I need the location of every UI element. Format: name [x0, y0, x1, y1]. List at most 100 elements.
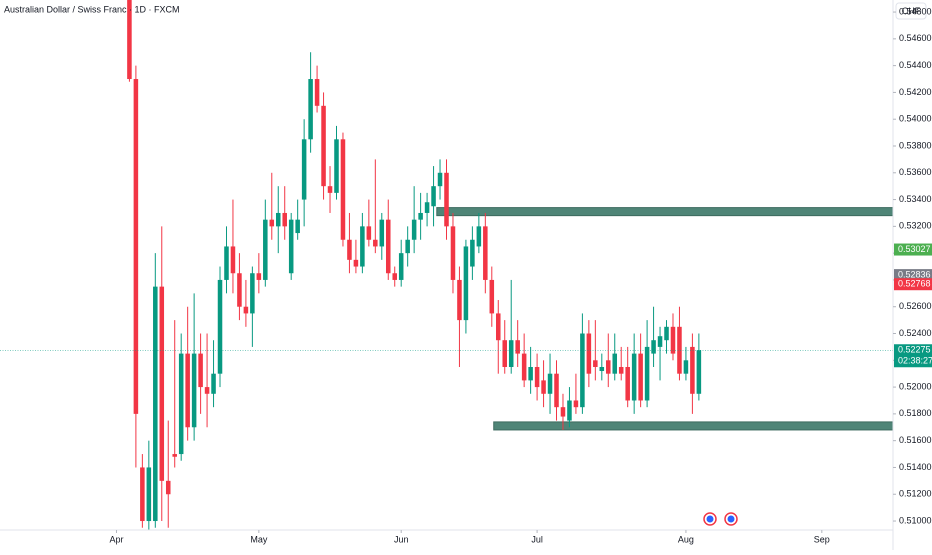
candle-body: [638, 353, 643, 401]
candle-body: [521, 353, 527, 381]
candle-body: [424, 202, 430, 213]
candle-body: [256, 273, 262, 280]
y-tick-label: 0.54600: [899, 33, 932, 43]
candle-body: [224, 246, 229, 280]
currency-box[interactable]: [895, 2, 927, 20]
candle-body: [127, 0, 132, 80]
candle-body: [321, 105, 326, 187]
candle-body: [327, 186, 333, 193]
price-label-box: [894, 278, 932, 291]
candle-body: [664, 326, 669, 341]
y-tick-label: 0.52600: [899, 301, 932, 311]
candle-body: [140, 467, 145, 522]
plot-area: [127, 0, 893, 530]
x-tick-label: Aug: [678, 534, 694, 544]
candle-body: [463, 246, 469, 321]
price-label: 0.52836: [898, 269, 931, 279]
countdown: 02:38:27: [898, 356, 932, 366]
candle-body: [308, 79, 313, 140]
price-label-box: [894, 243, 932, 256]
candle-body: [301, 139, 307, 200]
candle-body: [567, 400, 572, 421]
y-tick-label: 0.52400: [899, 328, 932, 338]
candle-body: [599, 366, 605, 372]
y-tick-label: 0.51800: [899, 408, 932, 418]
candle-body: [444, 172, 449, 227]
candle-body: [191, 353, 197, 428]
candle-body: [392, 273, 397, 280]
candle-body: [146, 467, 152, 522]
candle-body: [263, 219, 268, 280]
y-tick-label: 0.53400: [899, 194, 932, 204]
candle-body: [528, 366, 533, 381]
candle-body: [625, 366, 630, 401]
chart-title: Australian Dollar / Swiss Franc · 1D · F…: [4, 4, 180, 14]
x-tick-label: Jun: [394, 534, 409, 544]
candle-body: [541, 380, 546, 394]
y-tick-label: 0.54200: [899, 87, 932, 97]
candle-body: [314, 79, 320, 106]
x-tick-label: May: [250, 534, 268, 544]
candle-body: [185, 353, 190, 428]
candle-body: [489, 279, 495, 314]
y-tick-label: 0.51000: [899, 515, 932, 525]
candle-body: [172, 454, 177, 457]
candle-body: [515, 340, 520, 354]
event-icon-flag: [706, 515, 714, 523]
candle-body: [243, 306, 249, 314]
event-icon-flag: [727, 515, 735, 523]
candle-body: [593, 360, 598, 367]
candle-body: [431, 186, 436, 207]
candle-body: [153, 286, 158, 522]
x-tick-label: Apr: [109, 534, 123, 544]
candle-body: [657, 336, 663, 347]
candle-body: [476, 226, 482, 247]
candle-body: [385, 219, 391, 274]
y-tick-label: 0.53800: [899, 140, 932, 150]
y-tick-label: 0.51400: [899, 462, 932, 472]
candle-body: [534, 366, 540, 388]
candle-body: [450, 226, 456, 280]
candle-body: [373, 239, 378, 247]
candle-body: [690, 346, 695, 394]
zone: [436, 207, 893, 217]
price-label-box: [894, 269, 932, 282]
candle-body: [347, 239, 352, 260]
candle-body: [398, 253, 404, 280]
last-price-label: 0.52275: [898, 345, 931, 355]
candle-body: [606, 360, 611, 374]
candle-body: [269, 219, 275, 227]
candle-body: [360, 226, 365, 267]
candle-body: [282, 212, 287, 227]
candle-body: [405, 239, 410, 254]
candle-body: [547, 373, 553, 394]
candle-body: [483, 226, 488, 280]
candle-body: [580, 333, 585, 408]
y-tick-label: 0.54400: [899, 60, 932, 70]
candle-body: [651, 340, 656, 354]
candle-body: [230, 246, 236, 274]
candle-body: [683, 360, 689, 374]
candle-body: [379, 219, 385, 247]
price-label: 0.53027: [898, 244, 931, 254]
candle-body: [437, 172, 443, 187]
candle-body: [677, 326, 682, 374]
y-tick-label: 0.52000: [899, 381, 932, 391]
candle-body: [411, 219, 417, 240]
y-tick-label: 0.51200: [899, 489, 932, 499]
currency: CHF: [902, 6, 921, 16]
event-icons[interactable]: [703, 512, 738, 526]
candle-body: [288, 219, 294, 274]
candle-body: [670, 326, 676, 354]
candle-body: [502, 340, 508, 367]
candle-body: [560, 407, 566, 417]
candle-body: [211, 373, 216, 394]
candle-body: [159, 286, 165, 481]
candle-body: [696, 350, 702, 394]
x-tick-label: Jul: [531, 534, 543, 544]
candle-body: [470, 239, 475, 267]
y-tick-label: 0.54000: [899, 114, 932, 124]
candle-body: [217, 279, 223, 374]
candle-body: [178, 353, 184, 455]
